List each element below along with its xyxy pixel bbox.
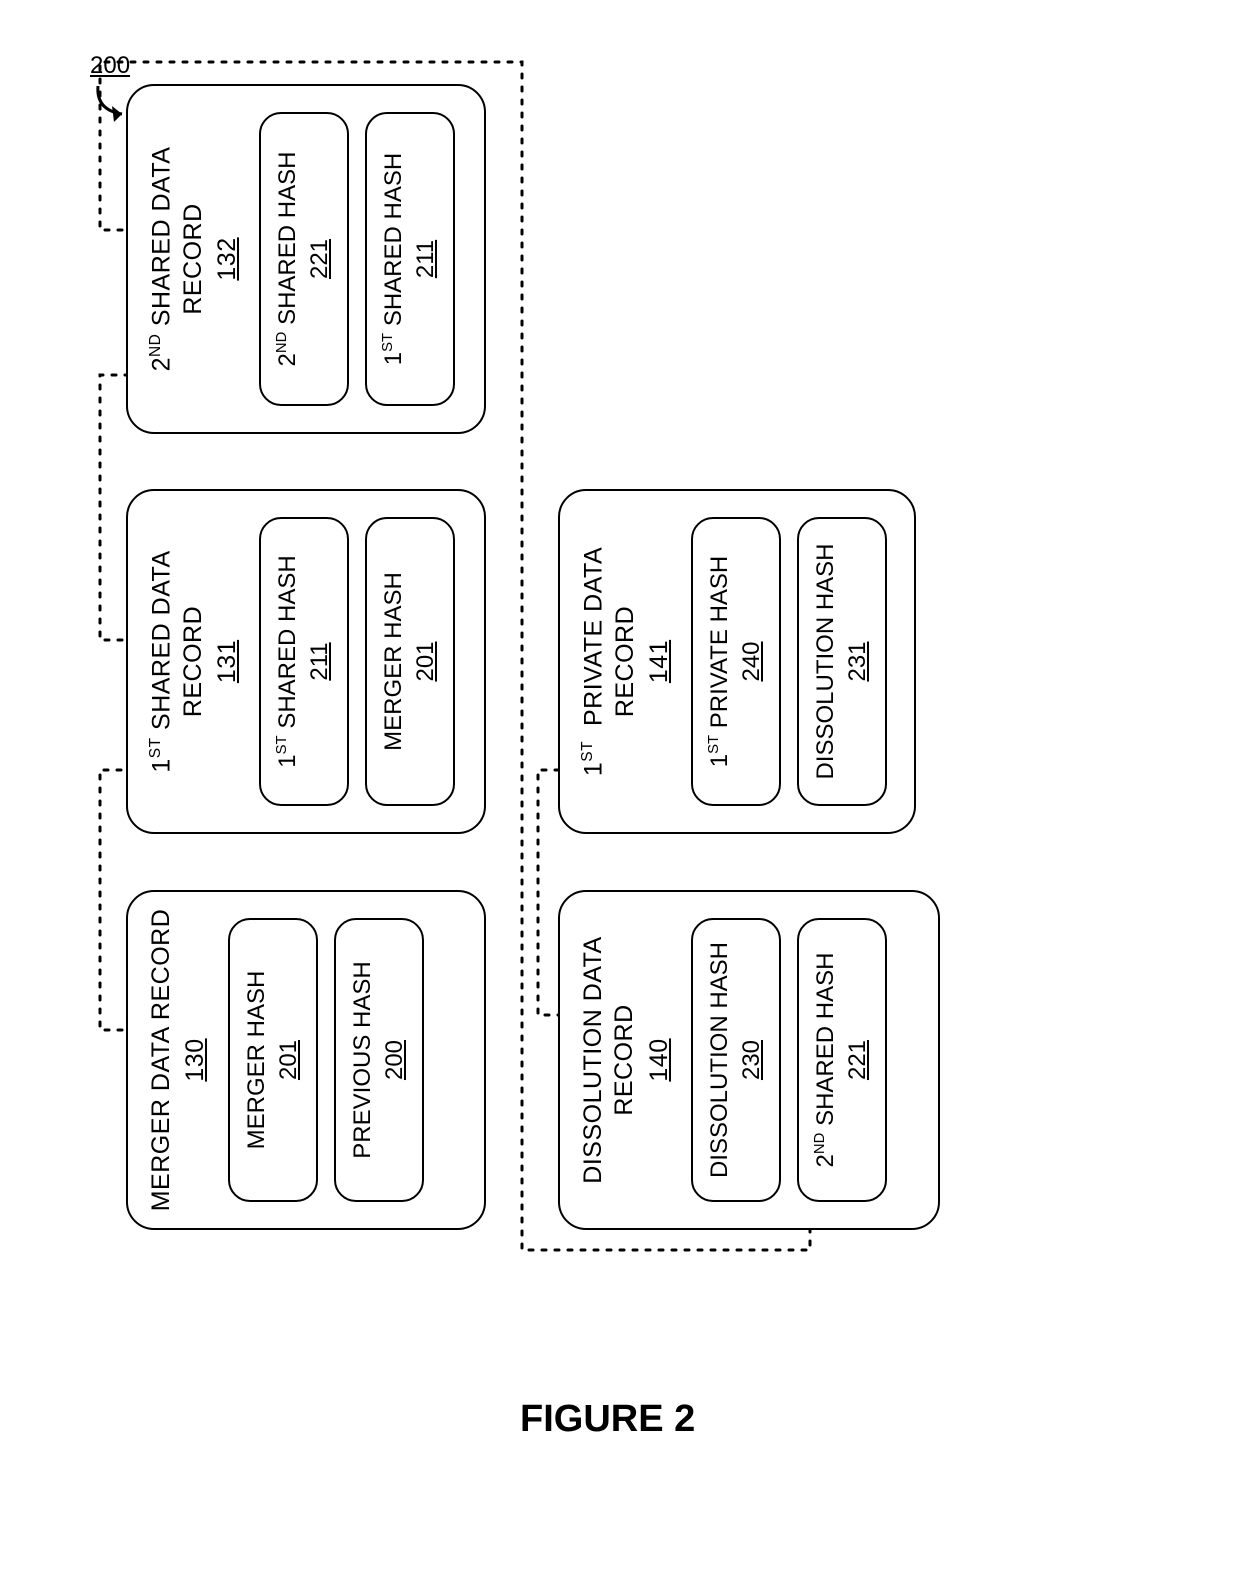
record-title: DISSOLUTION DATARECORD140 (578, 908, 675, 1212)
hash-box: 1ST SHARED HASH211 (365, 112, 455, 406)
record-title: 1ST PRIVATE DATA RECORD141 (578, 507, 675, 816)
hash-box: MERGER HASH201 (365, 517, 455, 806)
hash-box: 2ND SHARED HASH221 (797, 918, 887, 1202)
hash-box: 2ND SHARED HASH221 (259, 112, 349, 406)
diagram-rotated: MERGER DATA RECORD130MERGER HASH201PREVI… (90, 40, 1010, 1270)
canvas: MERGER DATA RECORD130MERGER HASH201PREVI… (0, 0, 1240, 1595)
ref-number: 200 (90, 52, 130, 80)
record-title: 2ND SHARED DATA RECORD132 (146, 102, 243, 416)
record-merger: MERGER DATA RECORD130MERGER HASH201PREVI… (126, 890, 486, 1230)
hash-box: 1ST PRIVATE HASH240 (691, 517, 781, 806)
ref-arrow (90, 82, 150, 132)
hash-box: PREVIOUS HASH200 (334, 918, 424, 1202)
diagram: MERGER DATA RECORD130MERGER HASH201PREVI… (90, 40, 1010, 1270)
hash-box: 1ST SHARED HASH211 (259, 517, 349, 806)
record-title: 1ST SHARED DATA RECORD131 (146, 507, 243, 816)
record-title: MERGER DATA RECORD130 (146, 908, 212, 1212)
record-private1: 1ST PRIVATE DATA RECORD1411ST PRIVATE HA… (558, 489, 916, 834)
hash-box: DISSOLUTION HASH230 (691, 918, 781, 1202)
record-shared2: 2ND SHARED DATA RECORD1322ND SHARED HASH… (126, 84, 486, 434)
figure-label: FIGURE 2 (520, 1398, 695, 1441)
record-shared1: 1ST SHARED DATA RECORD1311ST SHARED HASH… (126, 489, 486, 834)
hash-box: DISSOLUTION HASH231 (797, 517, 887, 806)
record-dissolution: DISSOLUTION DATARECORD140DISSOLUTION HAS… (558, 890, 940, 1230)
hash-box: MERGER HASH201 (228, 918, 318, 1202)
